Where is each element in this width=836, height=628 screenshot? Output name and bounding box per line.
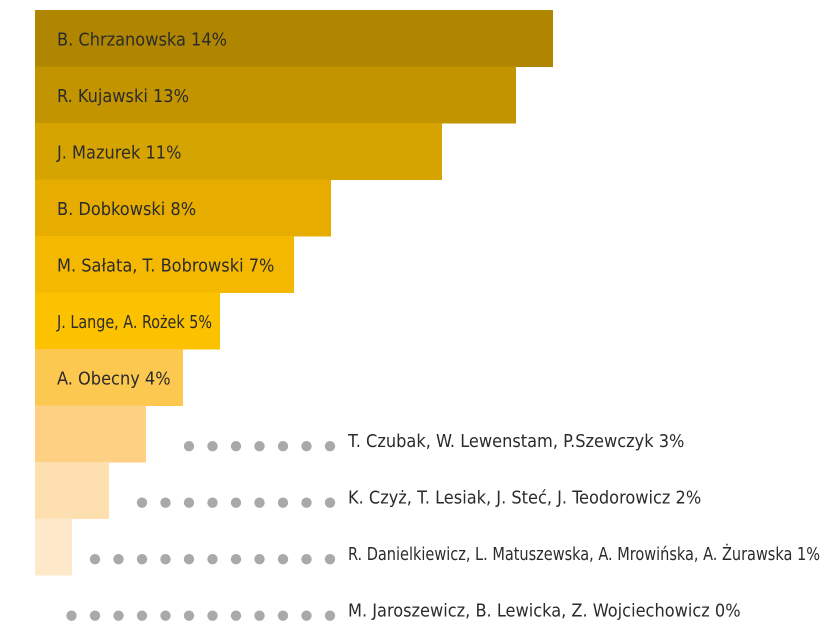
bar-7 bbox=[35, 405, 146, 463]
leader-dot-10-3 bbox=[254, 610, 265, 621]
leader-dot-10-0 bbox=[324, 610, 336, 621]
leader-dot-9-9 bbox=[113, 553, 124, 565]
bar-label-0: B. Chrzanowska 14% bbox=[57, 29, 227, 50]
bar-8 bbox=[35, 462, 109, 519]
leader-dot-7-0 bbox=[324, 440, 336, 452]
leader-dot-8-1 bbox=[301, 497, 312, 508]
bar-6 bbox=[35, 349, 183, 406]
leader-dot-10-4 bbox=[230, 610, 242, 621]
leader-dot-10-7 bbox=[160, 610, 171, 621]
leader-dot-8-8 bbox=[136, 497, 148, 508]
leader-dot-7-5 bbox=[207, 440, 218, 452]
leader-dot-10-2 bbox=[277, 610, 289, 621]
leader-dot-9-0 bbox=[324, 553, 336, 565]
bar-label-6: A. Obecny 4% bbox=[57, 368, 171, 389]
leader-dot-10-11 bbox=[66, 610, 77, 621]
bar-9 bbox=[35, 518, 72, 576]
leader-dot-10-1 bbox=[301, 610, 312, 621]
leader-dot-9-8 bbox=[136, 553, 148, 565]
leader-dot-8-0 bbox=[324, 497, 336, 508]
bar-4 bbox=[35, 236, 294, 293]
bar-label-9: R. Danielkiewicz, L. Matuszewska, A. Mro… bbox=[348, 544, 820, 565]
bar-2 bbox=[35, 123, 442, 180]
bar-label-4: M. Sałata, T. Bobrowski 7% bbox=[57, 255, 274, 276]
bar-3 bbox=[35, 179, 331, 237]
leader-dot-9-5 bbox=[207, 553, 218, 565]
leader-dot-7-2 bbox=[277, 440, 289, 452]
leader-dot-9-3 bbox=[254, 553, 265, 565]
leader-dot-8-2 bbox=[277, 497, 289, 508]
leader-dot-9-7 bbox=[160, 553, 171, 565]
leader-dot-8-6 bbox=[183, 497, 195, 508]
leader-dot-7-3 bbox=[254, 440, 265, 452]
leader-dot-9-1 bbox=[301, 553, 312, 565]
leader-dot-10-9 bbox=[113, 610, 124, 621]
bar-1 bbox=[35, 66, 516, 124]
leader-dot-7-1 bbox=[301, 440, 312, 452]
bar-label-10: M. Jaroszewicz, B. Lewicka, Z. Wojciecho… bbox=[348, 601, 741, 622]
bar-label-2: J. Mazurek 11% bbox=[56, 142, 181, 163]
bar-5 bbox=[35, 292, 220, 350]
leader-dot-8-4 bbox=[230, 497, 242, 508]
bar-label-1: R. Kujawski 13% bbox=[57, 86, 189, 107]
leader-dot-10-6 bbox=[183, 610, 195, 621]
bar-0 bbox=[35, 10, 553, 67]
leader-dot-7-6 bbox=[183, 440, 195, 452]
leader-dot-10-8 bbox=[136, 610, 148, 621]
bar-label-3: B. Dobkowski 8% bbox=[57, 199, 196, 220]
leader-dot-8-5 bbox=[207, 497, 218, 508]
leader-dot-9-6 bbox=[183, 553, 195, 565]
leader-dot-9-10 bbox=[89, 553, 101, 565]
leader-dot-8-3 bbox=[254, 497, 265, 508]
leader-dot-9-2 bbox=[277, 553, 289, 565]
bar-label-8: K. Czyż, T. Lesiak, J. Steć, J. Teodorow… bbox=[348, 488, 701, 509]
bar-label-5: J. Lange, A. Rożek 5% bbox=[56, 312, 212, 333]
leader-dot-8-7 bbox=[160, 497, 171, 508]
leader-dot-9-4 bbox=[230, 553, 242, 565]
leader-dot-10-5 bbox=[207, 610, 218, 621]
leader-dot-10-10 bbox=[89, 610, 101, 621]
leader-dot-7-4 bbox=[230, 440, 242, 452]
bar-label-7: T. Czubak, W. Lewenstam, P.Szewczyk 3% bbox=[347, 431, 684, 452]
